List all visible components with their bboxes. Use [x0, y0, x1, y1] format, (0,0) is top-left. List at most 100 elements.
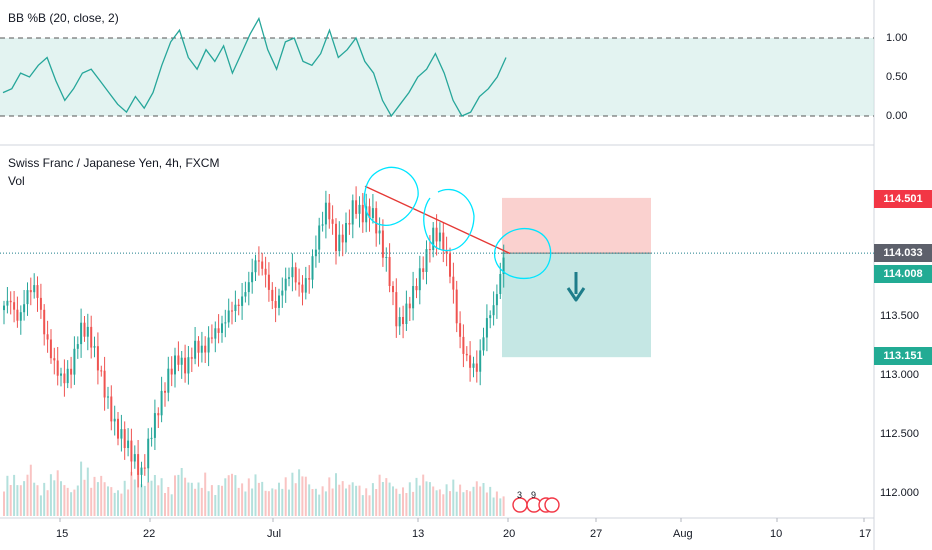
- candle-body: [298, 282, 301, 285]
- volume-bar: [60, 481, 62, 516]
- take-profit-zone: [502, 253, 651, 358]
- candle-body: [301, 284, 304, 293]
- volume-bar: [311, 489, 314, 516]
- volume-bar: [358, 485, 361, 516]
- volume-bar: [43, 482, 46, 516]
- candle-body: [469, 355, 472, 368]
- volume-bar: [13, 474, 16, 516]
- candle-body: [90, 326, 93, 348]
- volume-bar: [120, 493, 123, 516]
- volume-bar: [324, 491, 327, 516]
- candle-body: [385, 257, 388, 258]
- candle-body: [137, 454, 140, 475]
- volume-bar: [455, 491, 458, 516]
- candle-body: [435, 227, 438, 242]
- candle-body: [388, 257, 391, 286]
- volume-bar: [308, 484, 311, 516]
- candle-body: [291, 267, 294, 278]
- candle-body: [331, 219, 334, 224]
- time-label-1: 15: [56, 528, 69, 540]
- volume-bar: [251, 488, 254, 516]
- candle-body: [412, 286, 415, 309]
- volume-bar: [418, 485, 421, 516]
- volume-bar: [267, 491, 270, 516]
- candle-body: [210, 337, 213, 339]
- candle-body: [140, 467, 143, 475]
- candle-body: [107, 396, 109, 398]
- volume-bar: [63, 485, 66, 516]
- volume-bar: [127, 489, 130, 516]
- volume-bar: [271, 488, 274, 516]
- candle-body: [355, 200, 358, 214]
- candle-body: [328, 202, 331, 220]
- volume-bar: [66, 487, 69, 516]
- volume-bar: [113, 492, 116, 516]
- volume-bar: [117, 490, 119, 516]
- candle-body: [100, 370, 103, 372]
- volume-bar: [452, 479, 455, 516]
- candle-body: [402, 317, 404, 325]
- candle-body: [485, 318, 488, 338]
- volume-bar: [502, 496, 505, 516]
- candle-body: [194, 340, 197, 359]
- volume-bar: [160, 478, 163, 516]
- candle-body: [408, 303, 411, 309]
- candle-body: [475, 363, 478, 372]
- volume-bar: [204, 472, 207, 516]
- volume-bar: [150, 480, 153, 516]
- candle-body: [187, 357, 190, 374]
- trendline: [364, 185, 511, 255]
- volume-bar: [177, 474, 180, 516]
- candle-body: [438, 232, 441, 242]
- volume-bar: [36, 485, 39, 516]
- volume-bar: [438, 489, 441, 516]
- candle-body: [96, 346, 99, 371]
- volume-bar: [90, 487, 93, 516]
- indicator-tick-3: 0.00: [886, 110, 908, 122]
- volume-bar: [395, 488, 398, 516]
- volume-bar: [314, 488, 317, 516]
- volume-bar: [472, 486, 475, 516]
- candle-body: [6, 300, 9, 306]
- candle-body: [257, 260, 260, 262]
- volume-bar: [388, 482, 391, 516]
- volume-bar: [264, 490, 267, 516]
- volume-bar: [210, 485, 213, 516]
- candle-body: [46, 334, 49, 340]
- candle-body: [278, 295, 280, 308]
- volume-bar: [348, 484, 351, 516]
- volume-bar: [422, 474, 425, 516]
- volume-bar: [70, 492, 73, 516]
- candle-body: [422, 268, 425, 272]
- time-label-4: 13: [412, 528, 425, 540]
- volume-bar: [435, 490, 438, 516]
- volume-bar: [432, 486, 435, 516]
- candle-body: [170, 368, 173, 375]
- entry-price-tag: 114.008: [874, 265, 932, 283]
- candle-body: [214, 328, 217, 339]
- candle-body: [398, 317, 401, 327]
- annotation-circle-left: [363, 166, 419, 226]
- candle-body: [150, 437, 153, 439]
- candle-body: [365, 206, 368, 223]
- volume-bar: [331, 488, 334, 516]
- candle-body: [224, 322, 227, 324]
- candle-body: [462, 336, 465, 354]
- volume-bar: [190, 482, 193, 516]
- candle-body: [117, 418, 119, 439]
- target-price-tag: 113.151: [874, 347, 932, 365]
- candle-body: [495, 294, 498, 306]
- volume-bar: [157, 485, 160, 516]
- volume-bar: [459, 484, 462, 516]
- candle-body: [143, 467, 146, 469]
- volume-bar: [415, 477, 418, 516]
- candle-body: [489, 315, 492, 319]
- volume-bar: [288, 489, 290, 516]
- volume-bar: [80, 461, 83, 516]
- volume-bar: [462, 492, 465, 516]
- volume-bar: [56, 470, 59, 516]
- volume-bar: [33, 482, 36, 516]
- volume-bar: [194, 488, 197, 516]
- volume-bar: [381, 482, 384, 516]
